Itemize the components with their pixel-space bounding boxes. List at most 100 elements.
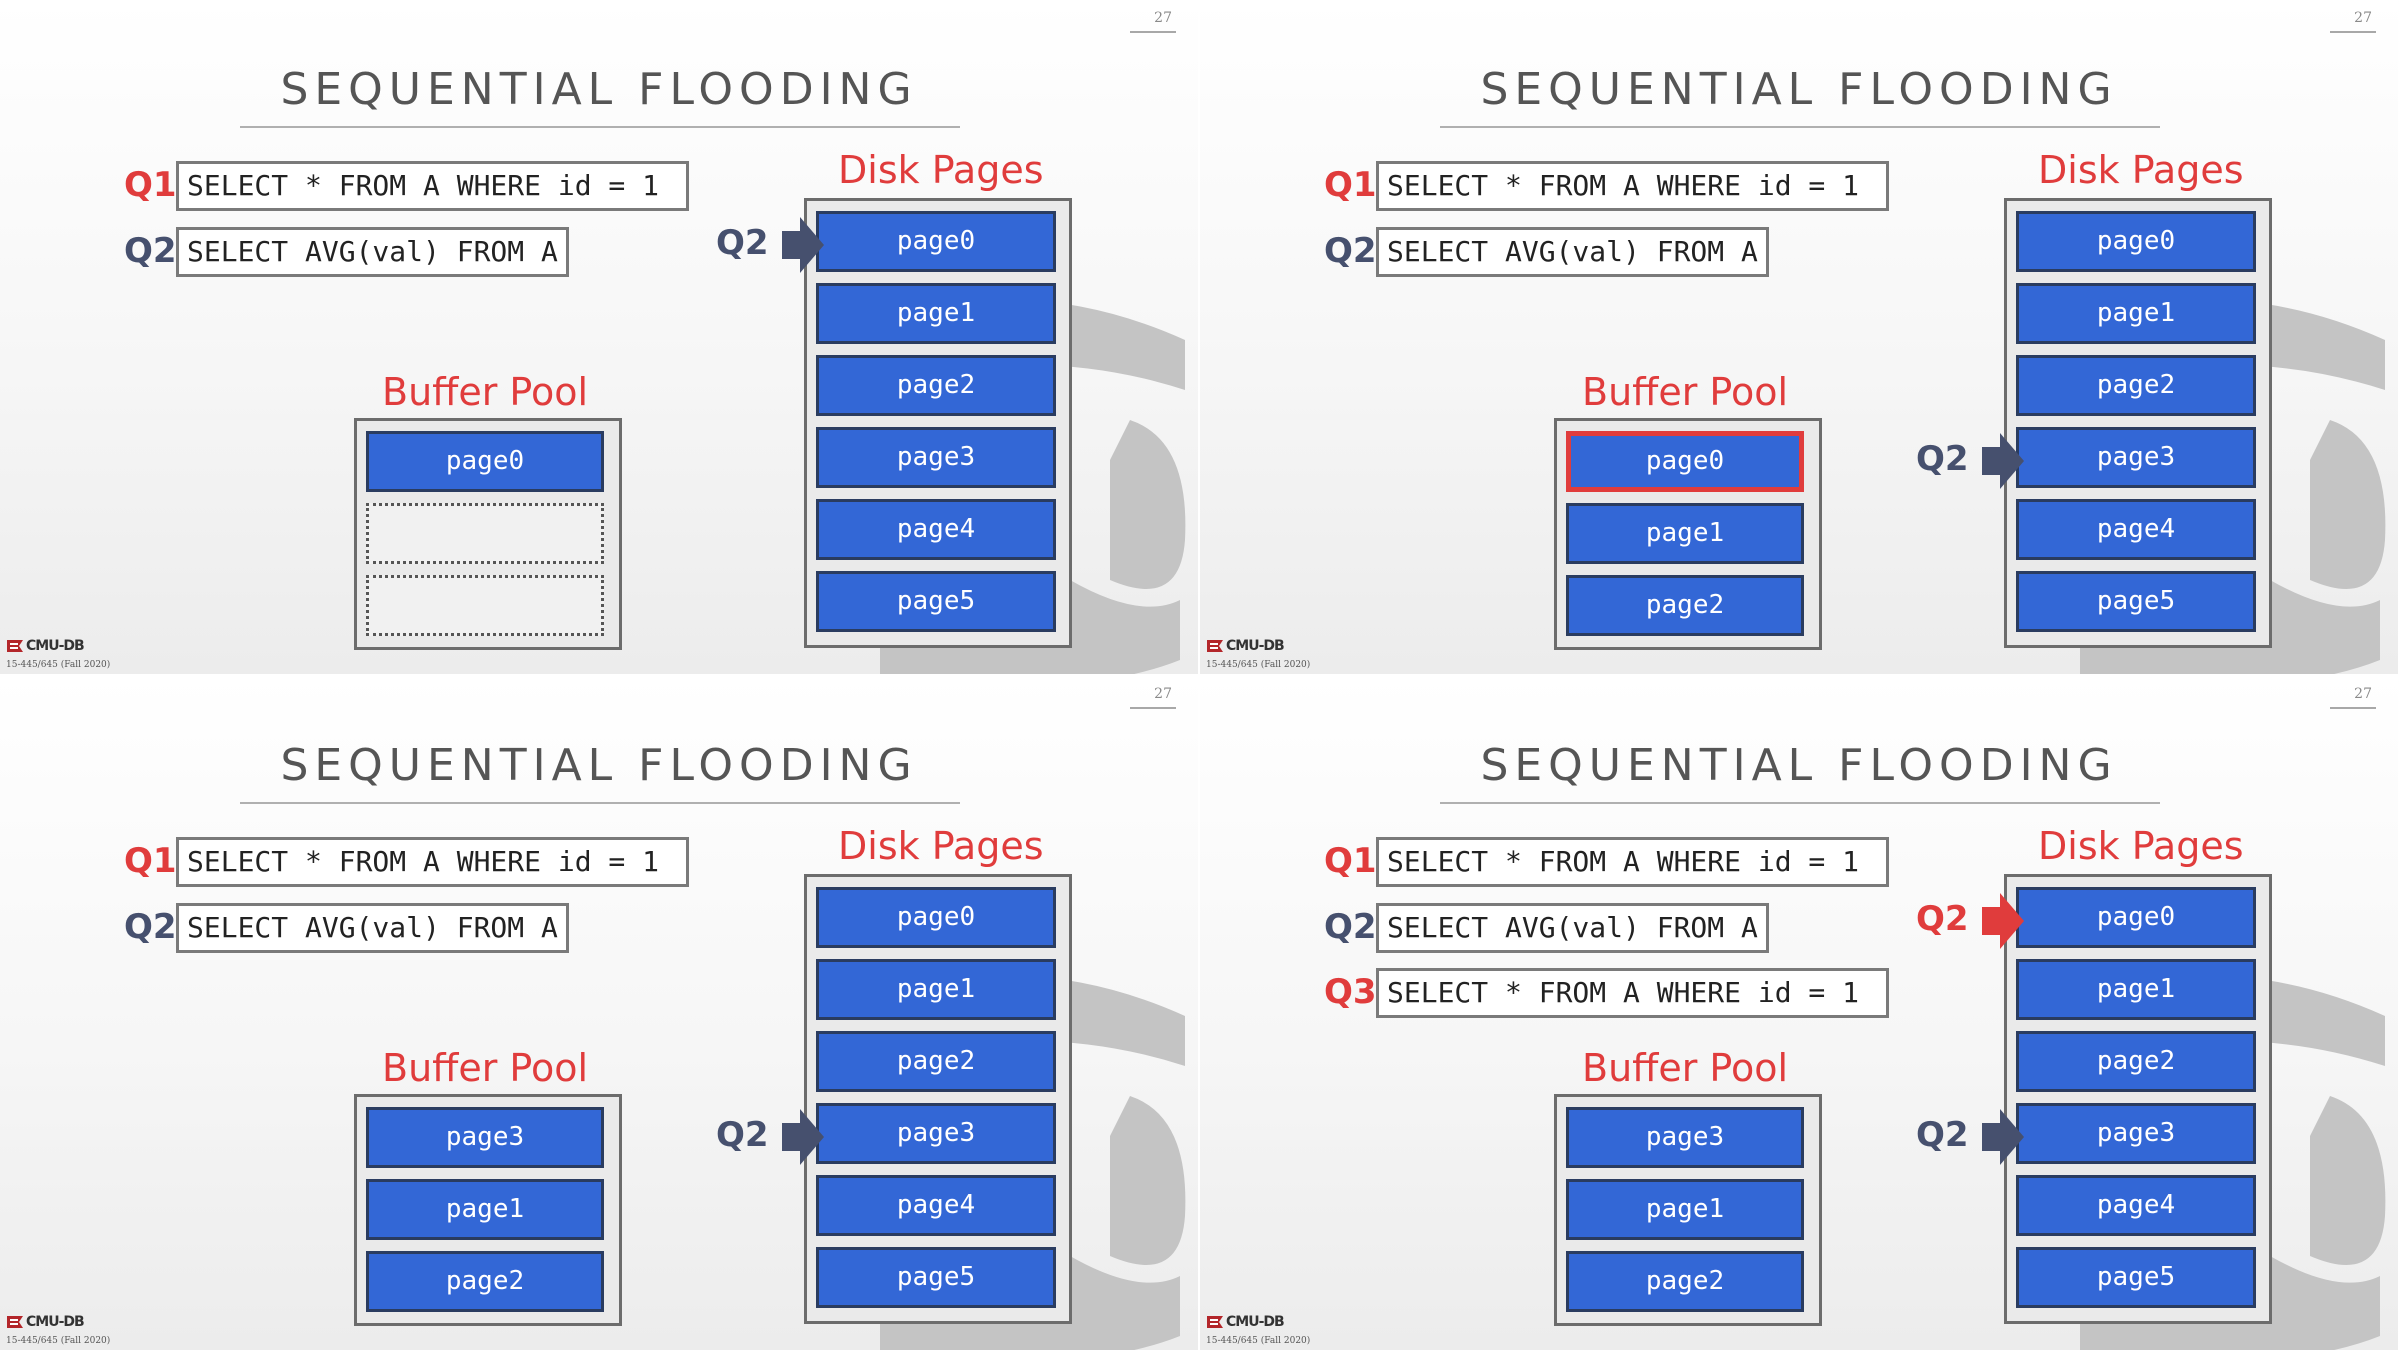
disk-pages-label: Disk Pages — [2038, 148, 2244, 192]
query-label: Q2 — [1324, 907, 1377, 947]
buffer-pool-container: page3 page1 page2 — [354, 1094, 622, 1326]
arrow-right-icon — [782, 1109, 824, 1165]
buffer-slot: page2 — [366, 1251, 604, 1312]
disk-page: page4 — [2016, 1175, 2256, 1236]
disk-pages-container: page0 page1 page2 page3 page4 page5 — [804, 874, 1072, 1324]
sql-query-box: SELECT AVG(val) FROM A — [176, 903, 569, 953]
disk-page: page5 — [816, 1247, 1056, 1308]
disk-page: page0 — [2016, 211, 2256, 272]
arrow-right-icon — [1982, 433, 2024, 489]
disk-pages-label: Disk Pages — [838, 824, 1044, 868]
logo-text: CMU-DB — [26, 1314, 85, 1330]
course-text: 15-445/645 (Fall 2020) — [1206, 1336, 1311, 1346]
disk-pages-label: Disk Pages — [2038, 824, 2244, 868]
sql-query-box: SELECT * FROM A WHERE id = 1 — [1376, 837, 1889, 887]
query-cursor-arrow: Q2 — [1916, 891, 2026, 951]
disk-page: page1 — [816, 283, 1056, 344]
buffer-slot: page0 — [1566, 431, 1804, 492]
course-text: 15-445/645 (Fall 2020) — [6, 660, 111, 670]
disk-page: page3 — [2016, 427, 2256, 488]
disk-page: page2 — [2016, 1031, 2256, 1092]
slide: 27 SEQUENTIAL FLOODING Q1 SELECT * FROM A W… — [0, 676, 1198, 1350]
buffer-slot-empty — [366, 503, 604, 564]
disk-page: page2 — [816, 1031, 1056, 1092]
arrow-right-icon — [782, 217, 824, 273]
disk-page: page4 — [816, 1175, 1056, 1236]
cmu-db-logo: CMU-DB 15-445/645 (Fall 2020) — [1206, 638, 1310, 670]
disk-page: page4 — [816, 499, 1056, 560]
page-number: 27 — [1154, 686, 1172, 702]
disk-page: page3 — [2016, 1103, 2256, 1164]
query-label: Q1 — [1324, 165, 1377, 205]
buffer-slot: page2 — [1566, 575, 1804, 636]
arrow-right-icon — [1982, 1109, 2024, 1165]
disk-page: page0 — [816, 887, 1056, 948]
buffer-pool-container: page0 page1 page2 — [1554, 418, 1822, 650]
cmu-db-logo: CMU-DB 15-445/645 (Fall 2020) — [6, 638, 110, 670]
buffer-pool-label: Buffer Pool — [1582, 1046, 1789, 1090]
query-cursor-arrow: Q2 — [1916, 431, 2026, 491]
logo-text: CMU-DB — [1226, 638, 1285, 654]
cursor-label: Q2 — [716, 223, 769, 263]
logo-mark-icon — [1207, 1316, 1223, 1328]
buffer-slot: page0 — [366, 431, 604, 492]
logo-mark-icon — [7, 640, 23, 652]
course-text: 15-445/645 (Fall 2020) — [6, 1336, 111, 1346]
logo-text: CMU-DB — [1226, 1314, 1285, 1330]
title-underline — [240, 126, 960, 128]
logo-mark-icon — [1207, 640, 1223, 652]
page-number: 27 — [2354, 686, 2372, 702]
buffer-slot: page2 — [1566, 1251, 1804, 1312]
sql-query-box: SELECT AVG(val) FROM A — [1376, 903, 1769, 953]
disk-page: page3 — [816, 1103, 1056, 1164]
slide-title: SEQUENTIAL FLOODING — [1480, 64, 2118, 115]
disk-pages-container: page0 page1 page2 page3 page4 page5 — [2004, 198, 2272, 648]
page-number-underline — [2330, 31, 2376, 33]
disk-page: page1 — [2016, 959, 2256, 1020]
page-number-underline — [1130, 31, 1176, 33]
logo-text: CMU-DB — [26, 638, 85, 654]
disk-page: page4 — [2016, 499, 2256, 560]
query-cursor-arrow: Q2 — [716, 1107, 826, 1167]
cursor-label: Q2 — [716, 1115, 769, 1155]
cursor-label: Q2 — [1916, 899, 1969, 939]
cursor-label: Q2 — [1916, 439, 1969, 479]
slide-title: SEQUENTIAL FLOODING — [280, 64, 918, 115]
slide: 27 SEQUENTIAL FLOODING Q1 SELECT * FROM A W… — [1200, 676, 2398, 1350]
disk-page: page2 — [816, 355, 1056, 416]
title-underline — [1440, 126, 2160, 128]
slide: 27 SEQUENTIAL FLOODING Q1 SELECT * FROM A W… — [0, 0, 1198, 674]
query-label: Q2 — [1324, 231, 1377, 271]
query-cursor-arrow: Q2 — [1916, 1107, 2026, 1167]
buffer-slot: page1 — [366, 1179, 604, 1240]
buffer-slot: page3 — [366, 1107, 604, 1168]
disk-page: page2 — [2016, 355, 2256, 416]
page-number-underline — [2330, 707, 2376, 709]
disk-pages-container: page0 page1 page2 page3 page4 page5 — [2004, 874, 2272, 1324]
disk-page: page5 — [2016, 1247, 2256, 1308]
cursor-label: Q2 — [1916, 1115, 1969, 1155]
disk-pages-container: page0 page1 page2 page3 page4 page5 — [804, 198, 1072, 648]
query-label: Q1 — [124, 841, 177, 881]
page-number-underline — [1130, 707, 1176, 709]
query-label: Q2 — [124, 907, 177, 947]
disk-page: page1 — [816, 959, 1056, 1020]
buffer-pool-label: Buffer Pool — [1582, 370, 1789, 414]
sql-query-box: SELECT * FROM A WHERE id = 1 — [176, 161, 689, 211]
buffer-pool-container: page3 page1 page2 — [1554, 1094, 1822, 1326]
page-number: 27 — [1154, 10, 1172, 26]
course-text: 15-445/645 (Fall 2020) — [1206, 660, 1311, 670]
query-cursor-arrow: Q2 — [716, 215, 826, 275]
buffer-slot: page1 — [1566, 503, 1804, 564]
query-label: Q2 — [124, 231, 177, 271]
slide-title: SEQUENTIAL FLOODING — [1480, 740, 2118, 791]
disk-page: page0 — [816, 211, 1056, 272]
query-label: Q1 — [124, 165, 177, 205]
sql-query-box: SELECT * FROM A WHERE id = 1 — [1376, 161, 1889, 211]
sql-query-box: SELECT AVG(val) FROM A — [176, 227, 569, 277]
title-underline — [1440, 802, 2160, 804]
disk-page: page1 — [2016, 283, 2256, 344]
query-label: Q3 — [1324, 972, 1377, 1012]
arrow-right-icon — [1982, 893, 2024, 949]
